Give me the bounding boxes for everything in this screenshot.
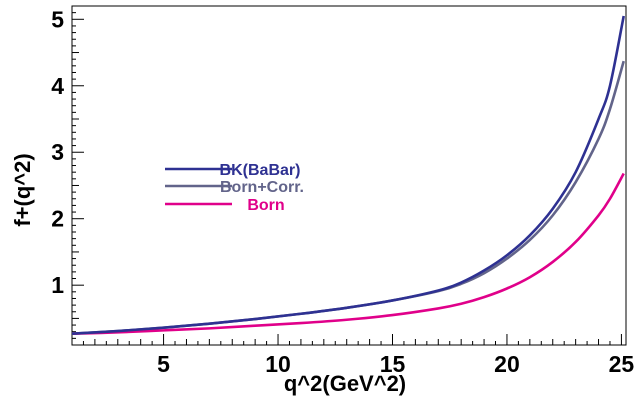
- series-line-born-corr-: [71, 60, 625, 335]
- legend: BK(BaBar)Born+Corr.Born: [165, 162, 304, 214]
- x-tick-label: 25: [609, 351, 634, 377]
- y-tick-label: 4: [51, 73, 64, 99]
- y-tick-label: 2: [51, 206, 64, 232]
- y-tick-label: 5: [51, 6, 64, 32]
- legend-label: BK(BaBar): [220, 162, 301, 179]
- plot-frame: [71, 5, 627, 346]
- series-line-bk-babar-: [71, 15, 625, 335]
- series-line-born: [71, 172, 625, 335]
- x-tick-label: 10: [265, 351, 291, 377]
- x-axis-title: q^2(GeV^2): [284, 371, 406, 396]
- series-lines: [71, 15, 625, 335]
- x-axis-ticks: 5 10 15 20 25: [71, 334, 634, 377]
- x-tick-label: 5: [157, 351, 170, 377]
- x-tick-label: 20: [494, 351, 520, 377]
- axes-frame: [71, 5, 627, 346]
- x-tick-label: 15: [380, 351, 406, 377]
- legend-label: Born: [247, 197, 284, 214]
- y-tick-label: 3: [51, 139, 64, 165]
- y-axis-title: f+(q^2): [10, 153, 35, 226]
- y-axis-ticks: 1 2 3 4 5: [51, 5, 84, 346]
- legend-label: Born+Corr.: [220, 179, 304, 196]
- y-tick-label: 1: [51, 272, 64, 298]
